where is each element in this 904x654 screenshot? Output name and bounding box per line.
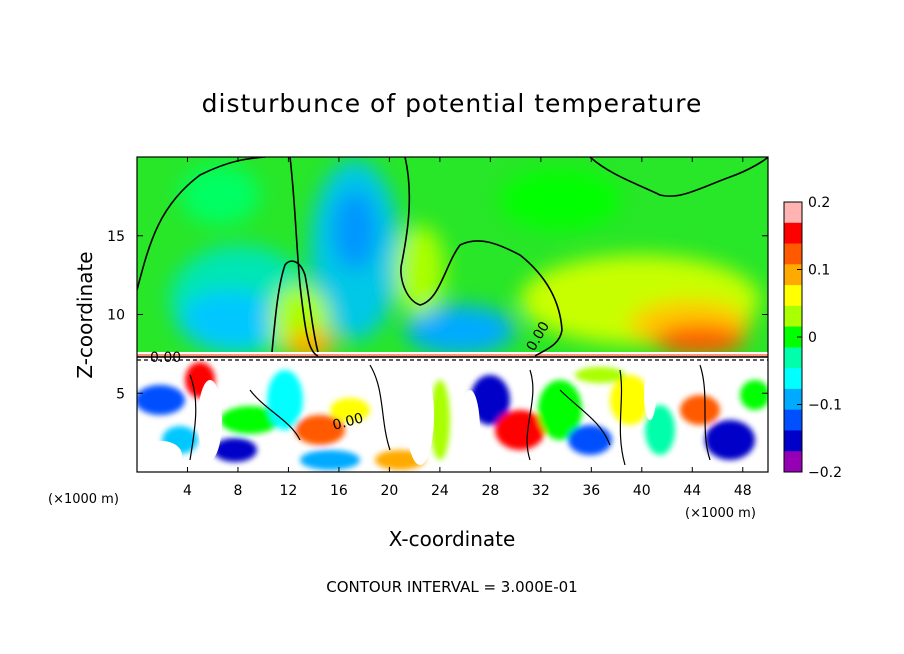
colorbar-label-1: 0.1 [808, 263, 830, 279]
zero-contour-left [137, 157, 266, 291]
y-tick-label-0: 5 [116, 386, 125, 402]
y-tick-label-1: 10 [107, 308, 125, 324]
colorbar-swatch-11 [784, 430, 802, 452]
x-unit-left: (×1000 m) [48, 492, 119, 507]
x-tick-label-0: 4 [183, 483, 192, 499]
x-axis-title: X-coordinate [389, 527, 516, 551]
colorbar: 0.2 0.1 0 −0.1 −0.2 [783, 195, 842, 481]
y-tick-label-2: 15 [107, 229, 125, 245]
contour-lines [137, 157, 768, 466]
x-tick-label-9: 40 [633, 483, 651, 499]
colorbar-swatch-6 [784, 326, 802, 348]
colorbar-swatch-5 [784, 305, 802, 328]
x-tick-label-3: 16 [330, 483, 348, 499]
contour-label-1: 0.00 [150, 350, 181, 366]
zero-contour-hump [271, 260, 319, 353]
x-tick-label-2: 12 [280, 483, 298, 499]
x-tick-label-11: 48 [734, 483, 752, 499]
x-unit-right: (×1000 m) [685, 506, 756, 521]
x-tick-label-8: 36 [582, 483, 600, 499]
x-tick-label-10: 44 [683, 483, 701, 499]
chart-title: disturbunce of potential temperature [202, 89, 703, 118]
colorbar-label-4: −0.2 [808, 465, 842, 481]
colorbar-swatch-4 [784, 285, 802, 307]
lower-turbulent-layer [137, 362, 768, 472]
colorbar-label-0: 0.2 [808, 195, 830, 211]
colorbar-swatch-8 [784, 368, 802, 390]
zero-contour-mid-a [289, 157, 319, 357]
contour-label-2: 0.00 [331, 410, 365, 434]
colorbar-swatch-10 [784, 409, 802, 431]
colorbar-swatch-1 [784, 222, 802, 245]
x-tick-label-6: 28 [481, 483, 499, 499]
y-axis: 5 10 15 [107, 229, 768, 402]
colorbar-swatch-3 [784, 264, 802, 286]
zero-contour-right [589, 157, 768, 197]
x-tick-label-7: 32 [532, 483, 550, 499]
x-tick-label-5: 24 [431, 483, 449, 499]
zero-contour-mid-b [400, 157, 563, 357]
colorbar-swatch-9 [784, 388, 802, 411]
colorbar-swatch-0 [784, 202, 802, 224]
x-tick-label-4: 20 [380, 483, 398, 499]
y-axis-title: Z-coordinate [73, 251, 97, 378]
x-axis: 4 8 12 16 20 24 28 32 36 40 44 48 [183, 157, 752, 499]
colorbar-label-2: 0 [808, 330, 817, 346]
colorbar-swatch-12 [784, 451, 802, 473]
contour-interval-note: CONTOUR INTERVAL = 3.000E-01 [326, 578, 577, 596]
colorbar-swatch-2 [784, 243, 802, 265]
colorbar-swatch-7 [784, 347, 802, 369]
colorbar-label-3: −0.1 [808, 398, 842, 414]
x-tick-label-1: 8 [233, 483, 242, 499]
heatmap-field [137, 157, 768, 472]
